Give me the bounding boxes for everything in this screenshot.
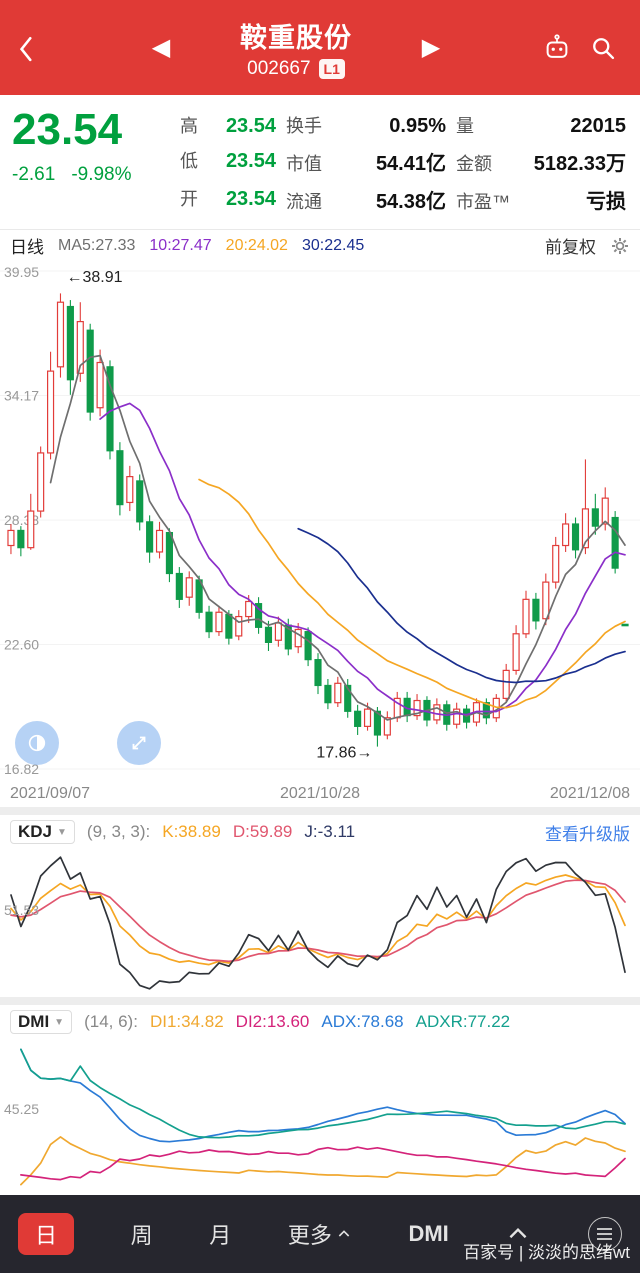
date-start: 2021/09/07 xyxy=(10,785,91,802)
back-chevron-icon xyxy=(19,36,32,61)
tab-weekly[interactable]: 周 xyxy=(130,1223,153,1248)
upgrade-link[interactable]: 查看升级版 xyxy=(545,824,630,844)
kdj-label: KDJ xyxy=(18,822,53,841)
kdj-params: (9, 3, 3): xyxy=(86,822,151,841)
price-block: 23.54 -2.61 -9.98% xyxy=(12,105,180,221)
date-end: 2021/12/08 xyxy=(549,785,630,802)
kdj-j-value: J:-3.11 xyxy=(304,822,356,841)
kdj-chart[interactable]: 51.53 xyxy=(0,849,640,997)
dmi-header: DMI ▼ (14, 6): DI1:34.82 DI2:13.60 ADX:7… xyxy=(0,1005,640,1039)
stat-market-cap: 市值 54.41亿 xyxy=(286,153,446,175)
dmi-di1-value: DI1:34.82 xyxy=(149,1012,224,1031)
tab-monthly[interactable]: 月 xyxy=(209,1223,232,1248)
tab-more[interactable]: 更多 xyxy=(288,1218,352,1250)
stat-pe-ratio: 市盈™ 亏损 xyxy=(456,191,626,213)
dmi-label: DMI xyxy=(18,1012,50,1031)
title-block: 鞍重股份 002667 L1 xyxy=(182,16,410,80)
dmi-svg xyxy=(20,1048,626,1186)
chart-toolbar: 日线 MA5:27.33 10:27.47 20:24.02 30:22.45 … xyxy=(0,229,640,261)
stat-volume: 量 22015 xyxy=(456,115,626,137)
svg-text:←38.91: ←38.91 xyxy=(66,269,122,286)
ma10-value: 10:27.47 xyxy=(149,236,212,254)
kdj-header: KDJ ▼ (9, 3, 3): K:38.89 D:59.89 J:-3.11… xyxy=(0,815,640,849)
half-circle-icon xyxy=(28,734,46,752)
stat-amount: 金额 5182.33万 xyxy=(456,153,626,175)
panel-divider xyxy=(0,997,640,1005)
robot-icon xyxy=(546,33,568,58)
current-price: 23.54 xyxy=(12,105,123,154)
svg-text:16.82: 16.82 xyxy=(4,761,39,777)
candlestick-chart[interactable]: 39.95 34.17 28.38 22.60 16.82 ←38.91 17.86→ xyxy=(0,261,640,781)
date-middle: 2021/10/28 xyxy=(279,785,361,802)
tab-daily[interactable]: 日 xyxy=(18,1213,75,1255)
expand-arrows-icon xyxy=(132,736,146,750)
back-button[interactable] xyxy=(14,33,58,63)
kdj-indicator-selector[interactable]: KDJ ▼ xyxy=(10,820,75,844)
period-selector[interactable]: 日线 xyxy=(10,238,44,257)
collapse-button[interactable] xyxy=(505,1221,531,1247)
chevron-down-icon: ▼ xyxy=(57,826,67,838)
price-change-percent: -9.98% xyxy=(71,163,132,185)
quote-panel: 23.54 -2.61 -9.98% 高 23.54 换手 0.95% 量 22015… xyxy=(0,95,640,229)
dmi-adxr-value: ADXR:77.22 xyxy=(415,1012,511,1031)
svg-text:34.17: 34.17 xyxy=(4,387,39,403)
previous-stock-button[interactable]: ◀ xyxy=(151,34,171,61)
stock-name: 鞍重股份 xyxy=(240,22,352,53)
stat-low: 低 23.54 xyxy=(180,150,276,172)
kdj-svg xyxy=(10,856,626,990)
menu-button[interactable] xyxy=(587,1217,622,1251)
svg-text:17.86→: 17.86→ xyxy=(316,745,372,762)
price-change: -2.61 xyxy=(12,163,56,185)
hamburger-icon xyxy=(597,1228,613,1240)
kdj-axis-value: 51.53 xyxy=(4,902,40,919)
stat-float-cap: 流通 54.38亿 xyxy=(286,191,446,213)
dmi-di2-value: DI2:13.60 xyxy=(235,1012,310,1031)
ma5-value: MA5:27.33 xyxy=(58,236,136,254)
next-stock-button[interactable]: ▶ xyxy=(421,34,441,61)
chevron-up-icon xyxy=(338,1230,350,1237)
bottom-tab-bar: 日 周 月 更多 DMI xyxy=(0,1195,640,1273)
stat-turnover: 换手 0.95% xyxy=(286,115,446,137)
kdj-k-value: K:38.89 xyxy=(162,822,221,841)
stock-code: 002667 xyxy=(247,57,311,79)
search-icon xyxy=(593,37,615,59)
dmi-indicator-selector[interactable]: DMI ▼ xyxy=(10,1010,73,1034)
chevron-down-icon: ▼ xyxy=(54,1016,65,1028)
dmi-params: (14, 6): xyxy=(84,1012,138,1031)
tab-indicator-dmi[interactable]: DMI xyxy=(408,1221,449,1246)
level-badge: L1 xyxy=(318,58,345,79)
more-label: 更多 xyxy=(287,1223,332,1248)
panel-divider xyxy=(0,807,640,815)
svg-text:39.95: 39.95 xyxy=(4,264,39,280)
quote-stats-grid: 高 23.54 换手 0.95% 量 22015 低 23.54 市值 54.41亿 金额… xyxy=(180,105,628,221)
fullscreen-button[interactable] xyxy=(117,721,161,765)
adjust-mode-button[interactable]: 前复权 xyxy=(545,238,596,257)
dmi-panel: DMI ▼ (14, 6): DI1:34.82 DI2:13.60 ADX:7… xyxy=(0,1005,640,1195)
dmi-axis-value: 45.25 xyxy=(4,1101,40,1118)
settings-gear-icon[interactable] xyxy=(610,236,630,256)
stat-high: 高 23.54 xyxy=(180,115,276,137)
chevron-up-icon xyxy=(509,1227,527,1239)
chart-mode-button[interactable] xyxy=(15,721,59,765)
dmi-chart[interactable]: 45.25 xyxy=(0,1039,640,1195)
stat-open: 开 23.54 xyxy=(180,188,276,210)
x-axis-dates: 2021/09/07 2021/10/28 2021/12/08 xyxy=(0,781,640,807)
kdj-d-value: D:59.89 xyxy=(232,822,293,841)
top-navigation-bar: ◀ 鞍重股份 002667 L1 ▶ xyxy=(0,0,640,95)
assistant-robot-button[interactable] xyxy=(534,33,580,63)
ma30-value: 30:22.45 xyxy=(301,236,365,254)
kdj-panel: KDJ ▼ (9, 3, 3): K:38.89 D:59.89 J:-3.11… xyxy=(0,815,640,997)
search-button[interactable] xyxy=(580,34,626,62)
dmi-adx-value: ADX:78.68 xyxy=(321,1012,404,1031)
svg-text:22.60: 22.60 xyxy=(4,637,39,653)
ma20-value: 20:24.02 xyxy=(225,236,288,254)
